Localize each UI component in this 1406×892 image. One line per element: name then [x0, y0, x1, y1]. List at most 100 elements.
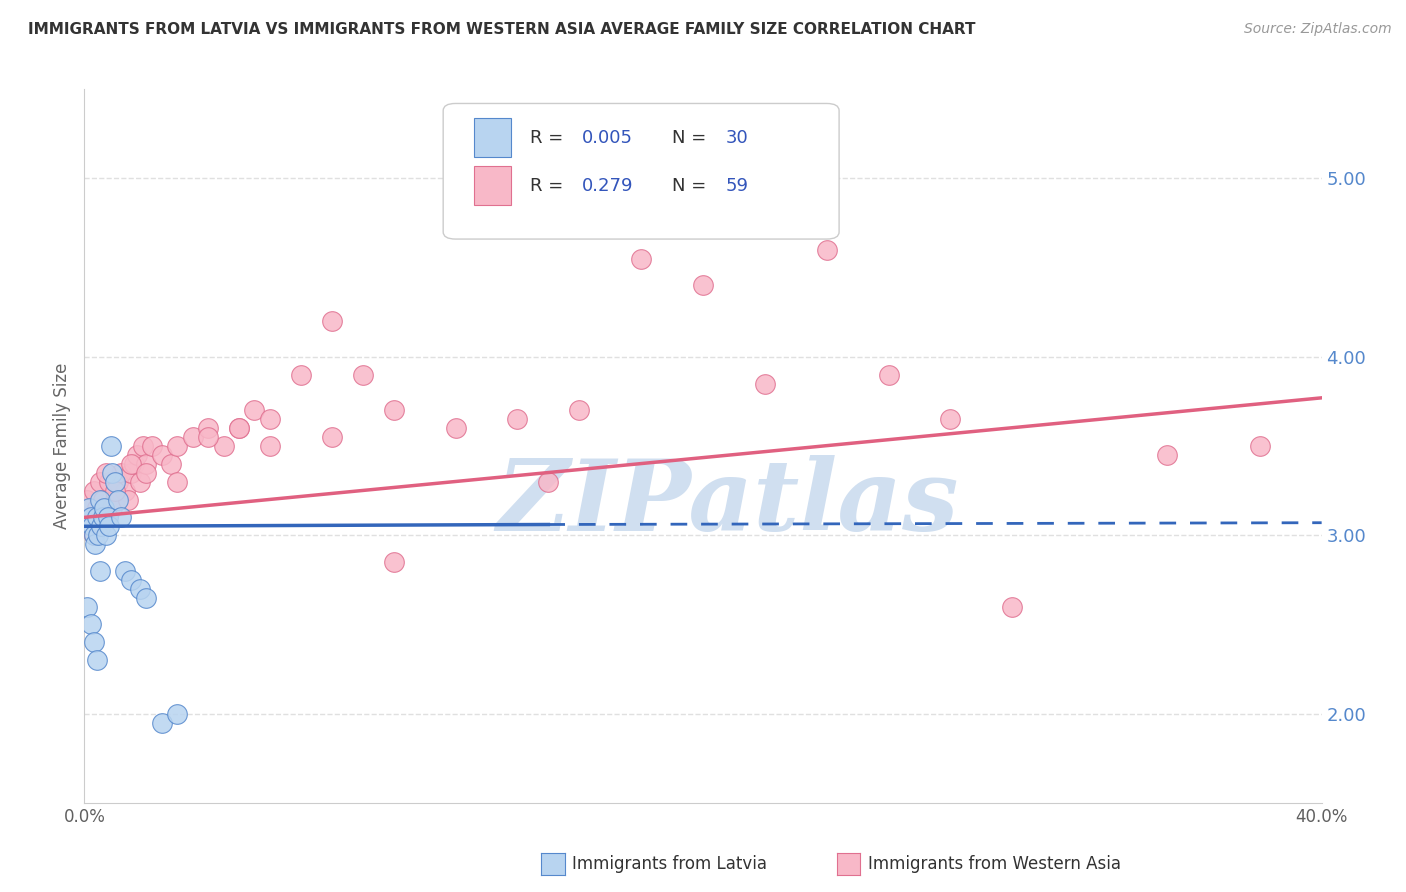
Point: [84, 537, 107, 551]
Point: [77, 501, 100, 516]
Point: [110, 466, 132, 480]
Text: N =: N =: [672, 128, 711, 146]
Point: [939, 412, 962, 426]
Point: [166, 475, 188, 489]
Point: [197, 421, 219, 435]
Point: [120, 457, 142, 471]
Point: [228, 421, 250, 435]
Text: 0.279: 0.279: [582, 177, 633, 194]
Text: Immigrants from Latvia: Immigrants from Latvia: [572, 855, 768, 873]
Point: [94, 528, 117, 542]
Point: [181, 430, 204, 444]
Point: [76, 599, 98, 614]
Point: [129, 582, 152, 596]
Point: [129, 475, 152, 489]
Point: [382, 403, 405, 417]
Point: [568, 403, 591, 417]
Point: [135, 591, 157, 605]
Point: [259, 439, 281, 453]
Point: [166, 439, 188, 453]
Point: [877, 368, 900, 382]
Point: [166, 706, 188, 721]
Point: [1156, 448, 1178, 462]
Point: [89, 492, 111, 507]
Point: [79, 510, 101, 524]
Point: [86, 501, 108, 516]
Point: [382, 555, 405, 569]
Point: [97, 510, 120, 524]
Point: [290, 368, 312, 382]
Point: [135, 466, 157, 480]
Point: [120, 466, 142, 480]
FancyBboxPatch shape: [474, 118, 512, 157]
Point: [104, 483, 127, 498]
Point: [90, 519, 112, 533]
Point: [150, 448, 173, 462]
Point: [79, 617, 101, 632]
Point: [114, 483, 136, 498]
Point: [815, 243, 838, 257]
Point: [630, 252, 652, 266]
Point: [754, 376, 776, 391]
Point: [83, 635, 105, 649]
Text: N =: N =: [672, 177, 711, 194]
Point: [125, 448, 148, 462]
Point: [107, 475, 129, 489]
Text: R =: R =: [530, 177, 569, 194]
Point: [82, 519, 104, 533]
Point: [135, 457, 157, 471]
Point: [93, 501, 115, 516]
Point: [100, 439, 122, 453]
Point: [259, 412, 281, 426]
Point: [86, 653, 108, 667]
Point: [89, 564, 111, 578]
Y-axis label: Average Family Size: Average Family Size: [53, 363, 72, 529]
Point: [79, 510, 101, 524]
Point: [122, 457, 145, 471]
FancyBboxPatch shape: [443, 103, 839, 239]
Point: [228, 421, 250, 435]
Point: [692, 278, 714, 293]
Point: [1249, 439, 1271, 453]
Point: [212, 439, 235, 453]
Point: [104, 492, 127, 507]
Point: [83, 483, 105, 498]
Point: [98, 519, 121, 533]
Point: [132, 439, 155, 453]
Point: [94, 510, 117, 524]
Point: [141, 439, 163, 453]
Point: [83, 528, 105, 542]
Point: [94, 466, 117, 480]
Point: [150, 715, 173, 730]
Point: [87, 528, 110, 542]
Point: [91, 510, 114, 524]
Point: [107, 492, 129, 507]
Text: ZIPatlas: ZIPatlas: [496, 455, 959, 551]
Point: [197, 430, 219, 444]
Point: [86, 510, 108, 524]
Point: [1001, 599, 1024, 614]
Text: 59: 59: [725, 177, 748, 194]
Text: Source: ZipAtlas.com: Source: ZipAtlas.com: [1244, 22, 1392, 37]
Text: 30: 30: [725, 128, 748, 146]
Text: IMMIGRANTS FROM LATVIA VS IMMIGRANTS FROM WESTERN ASIA AVERAGE FAMILY SIZE CORRE: IMMIGRANTS FROM LATVIA VS IMMIGRANTS FRO…: [28, 22, 976, 37]
Point: [117, 492, 139, 507]
Text: R =: R =: [530, 128, 569, 146]
Point: [83, 528, 105, 542]
Point: [444, 421, 467, 435]
Point: [101, 501, 124, 516]
Point: [98, 475, 121, 489]
Point: [506, 412, 529, 426]
Point: [537, 475, 560, 489]
Point: [114, 564, 136, 578]
Point: [321, 314, 343, 328]
Point: [110, 510, 132, 524]
Point: [101, 466, 124, 480]
Point: [76, 492, 98, 507]
FancyBboxPatch shape: [474, 166, 512, 205]
Point: [104, 475, 127, 489]
Point: [91, 492, 114, 507]
Point: [89, 475, 111, 489]
Point: [321, 430, 343, 444]
Point: [89, 510, 111, 524]
